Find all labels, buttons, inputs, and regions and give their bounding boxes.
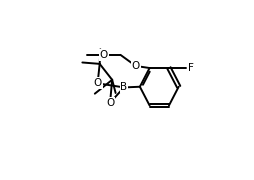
Text: F: F: [188, 63, 194, 73]
Text: O: O: [106, 98, 114, 108]
Text: B: B: [120, 82, 128, 93]
Text: O: O: [93, 78, 102, 88]
Text: O: O: [100, 50, 108, 60]
Text: O: O: [132, 61, 140, 71]
